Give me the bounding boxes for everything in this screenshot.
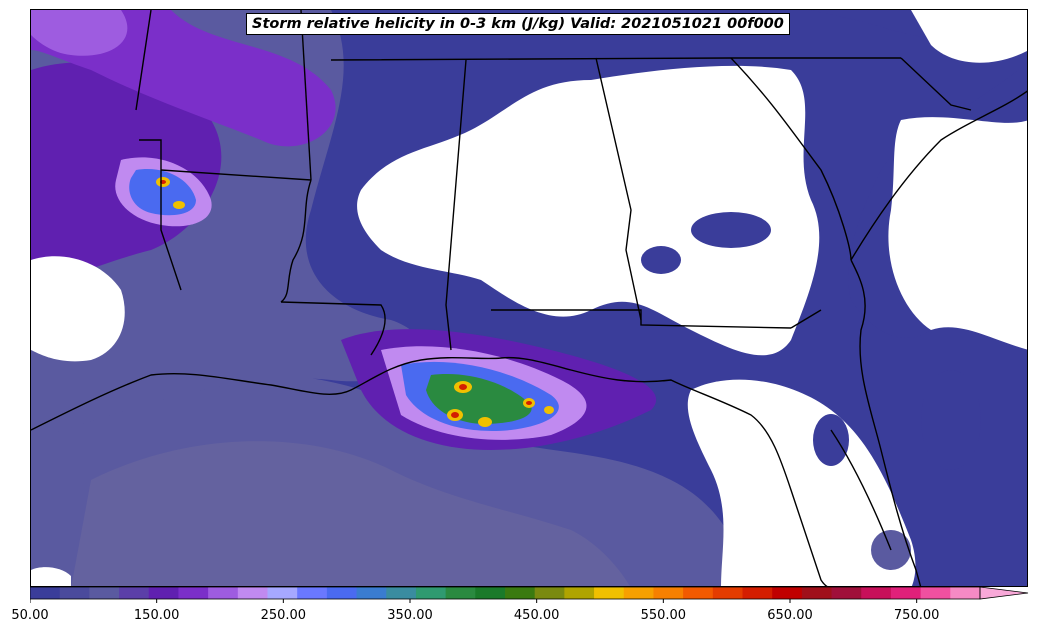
colorbar-segment — [386, 587, 417, 599]
colorbar-tick-label: 450.00 — [513, 608, 560, 623]
field-la-red-2 — [451, 412, 459, 418]
border-ar-ms-river — [280, 179, 312, 303]
field-white-se-coast — [888, 117, 1027, 350]
colorbar-tick-label: 750.00 — [893, 608, 940, 623]
border-ms-al — [445, 59, 467, 351]
colorbar-segment — [831, 587, 862, 599]
colorbar-segment — [653, 587, 684, 599]
colorbar-segment — [30, 587, 61, 599]
field-patch-1 — [641, 246, 681, 274]
colorbar-segment — [890, 587, 922, 599]
colorbar-segment — [119, 587, 150, 599]
colorbar-segment — [772, 587, 803, 599]
border-ar-la — [160, 169, 312, 181]
colorbar — [30, 587, 1029, 603]
border-la-north — [280, 301, 386, 356]
colorbar-tick-label: 250.00 — [260, 608, 307, 623]
coastline-fl-inner — [830, 429, 892, 551]
colorbar-tick-label: 50.00 — [11, 608, 49, 623]
colorbar-segment — [415, 587, 447, 599]
field-white-tx — [31, 256, 125, 362]
colorbar-segment — [178, 587, 209, 599]
colorbar-segment — [712, 587, 743, 599]
field-nw-lilac — [31, 10, 128, 56]
colorbar-tick-label: 350.00 — [387, 608, 433, 623]
colorbar-segment — [208, 587, 239, 599]
border-al-ga — [595, 57, 642, 321]
field-la-red-4 — [526, 401, 532, 405]
border-ok-ar — [139, 139, 182, 291]
colorbar-segment — [297, 587, 328, 599]
field-la-yellow-5 — [544, 406, 554, 414]
border-ar-north — [300, 10, 312, 181]
colorbar-tick-label: 150.00 — [133, 608, 180, 623]
colorbar-tick-label: 650.00 — [767, 608, 813, 623]
colorbar-segment — [89, 587, 120, 599]
coastline-gulf — [31, 356, 828, 586]
colorbar-segment — [148, 587, 179, 599]
coastline-carolina — [850, 90, 1027, 261]
map-panel — [30, 9, 1028, 587]
colorbar-segment — [950, 587, 981, 599]
field-white-fl — [687, 379, 916, 586]
colorbar-segment — [594, 587, 625, 599]
colorbar-extend-arrow — [979, 587, 1029, 600]
colorbar-outline — [30, 587, 981, 600]
field-la-yellow-3 — [478, 417, 492, 427]
colorbar-segment — [623, 587, 654, 599]
field-patch-4 — [921, 370, 981, 470]
field-white-ms-al-ga — [357, 65, 820, 356]
border-nc-sc — [900, 57, 972, 111]
colorbar-segment — [445, 587, 476, 599]
field-patch-2 — [691, 212, 771, 248]
field-patch-3 — [813, 414, 849, 466]
colorbar-segment — [742, 587, 773, 599]
colorbar-segment — [475, 587, 506, 599]
colorbar-segment — [59, 587, 90, 599]
colorbar-tick-label: 550.00 — [640, 608, 687, 623]
colorbar-segment — [237, 587, 268, 599]
colorbar-segment — [505, 587, 536, 599]
colorbar-segment — [356, 587, 387, 599]
colorbar-segment — [683, 587, 714, 599]
chart-title: Storm relative helicity in 0-3 km (J/kg)… — [246, 13, 790, 35]
colorbar-segment — [564, 587, 595, 599]
colorbar-segment — [801, 587, 833, 599]
field-white-nc — [911, 10, 1027, 63]
colorbar-segment — [267, 587, 298, 599]
colorbar-segment — [861, 587, 892, 599]
field-gulf-inner — [71, 441, 630, 586]
colorbar-segment — [920, 587, 951, 599]
field-la-red-1 — [459, 384, 467, 390]
border-tx-ok-ar — [135, 10, 152, 111]
colorbar-segment — [326, 587, 358, 599]
state-borders — [31, 10, 1027, 586]
field-white-sw-corner — [31, 567, 71, 586]
border-ga-sc — [730, 57, 852, 261]
colorbar-segment — [534, 587, 565, 599]
coastline-atlantic — [850, 259, 922, 586]
field-ar-yellow-2 — [173, 201, 185, 209]
border-ga-fl — [790, 309, 822, 329]
helicity-field — [31, 10, 1027, 586]
border-al-fl — [491, 309, 792, 329]
map-field — [31, 10, 1027, 586]
